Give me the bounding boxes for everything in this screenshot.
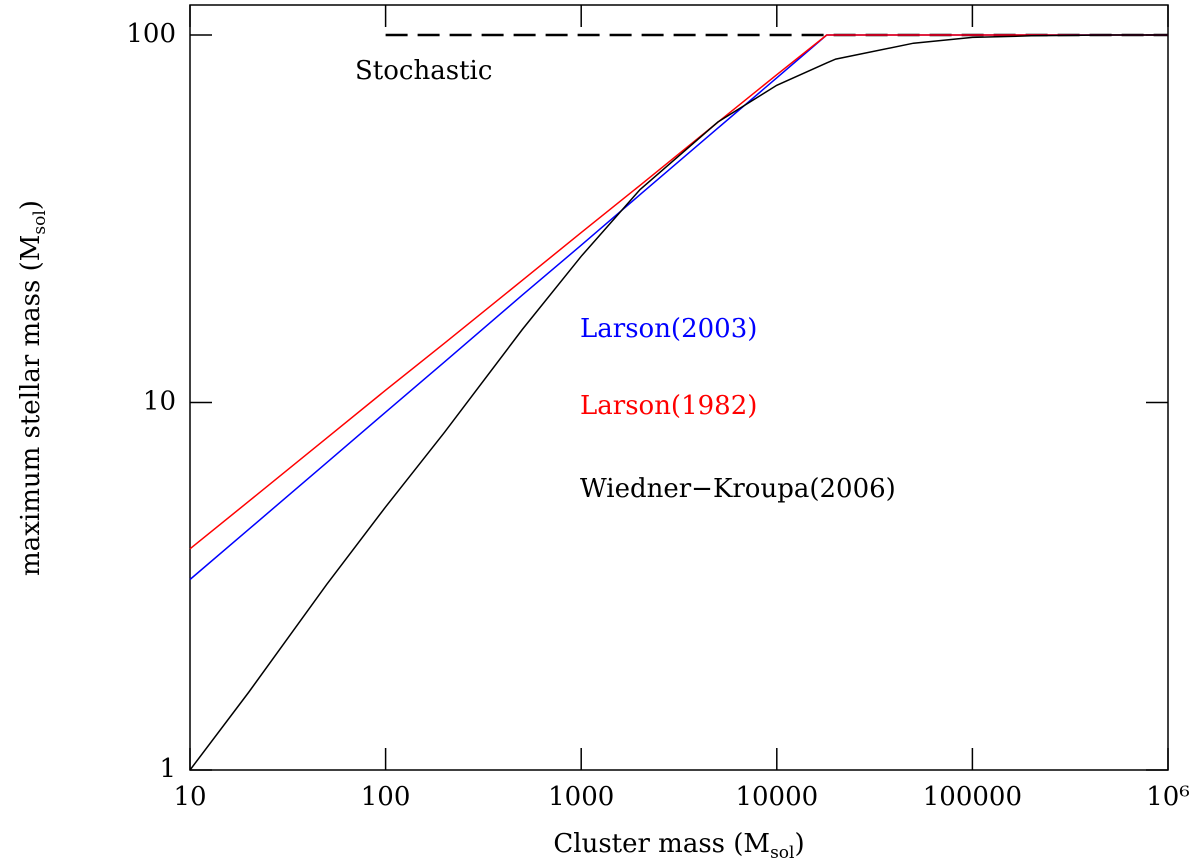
y-axis-label: maximum stellar mass (Msol) xyxy=(16,200,50,576)
x-label-sub: sol xyxy=(770,843,794,863)
x-label-text: Cluster mass (M xyxy=(553,829,770,859)
x-tick-label: 10000 xyxy=(735,782,818,812)
x-tick-label: 100 xyxy=(361,782,411,812)
series-label: Stochastic xyxy=(355,56,492,86)
x-tick-label: 100000 xyxy=(923,782,1022,812)
x-tick-label: 10 xyxy=(173,782,206,812)
y-label-sub: sol xyxy=(30,210,50,234)
series-line xyxy=(189,34,1168,550)
y-tick-label: 1 xyxy=(159,754,176,784)
series-label: Larson(1982) xyxy=(580,391,757,421)
series-line xyxy=(189,34,1168,771)
y-label-end: ) xyxy=(16,200,46,210)
x-tick-label: 1000 xyxy=(548,782,614,812)
series-label: Larson(2003) xyxy=(580,314,757,344)
y-label-text: maximum stellar mass (M xyxy=(16,235,46,576)
x-tick-label: 10⁶ xyxy=(1146,782,1190,812)
series-label: Wiedner−Kroupa(2006) xyxy=(580,474,896,504)
x-label-end: ) xyxy=(794,829,804,859)
plot-frame xyxy=(189,4,1169,771)
y-tick-label: 10 xyxy=(143,387,176,417)
x-axis-label: Cluster mass (Msol) xyxy=(553,829,804,863)
y-tick-label: 100 xyxy=(126,19,176,49)
